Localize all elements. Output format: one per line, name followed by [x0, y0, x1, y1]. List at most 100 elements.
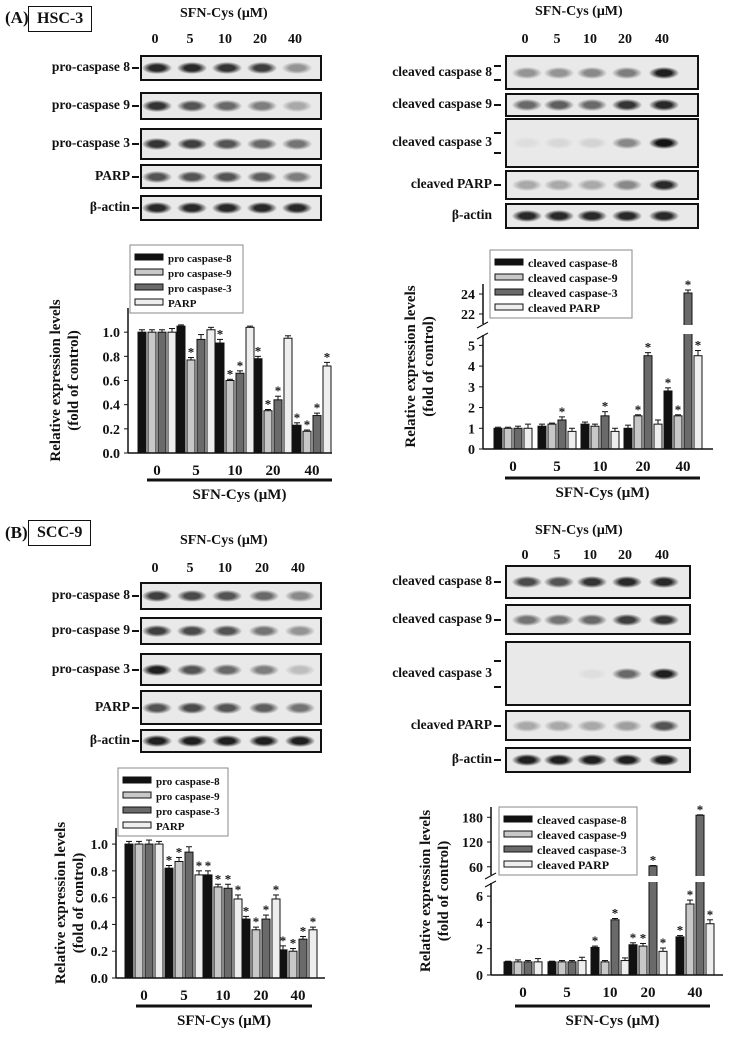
- x-tick-label: 40: [676, 459, 691, 475]
- blot-band: [512, 137, 542, 149]
- bar: [695, 814, 705, 976]
- lane-label: 10: [583, 548, 597, 563]
- bar: [503, 961, 513, 976]
- bar: [164, 867, 174, 979]
- bar: [312, 415, 322, 454]
- y-tick-label: 0.6: [91, 892, 109, 907]
- blot-band: [247, 138, 277, 150]
- blot-strip: [140, 653, 322, 686]
- bar: [513, 427, 523, 450]
- blot-row-label: cleaved caspase 8: [392, 573, 492, 588]
- x-tick-label: 10: [593, 459, 608, 475]
- blot-band: [249, 590, 279, 602]
- significance-star: *: [677, 923, 684, 938]
- blot-band: [649, 66, 679, 79]
- blot-band: [512, 667, 542, 680]
- bar: [302, 430, 312, 454]
- bar: [245, 326, 255, 454]
- bar: [215, 342, 225, 454]
- bar: [194, 874, 204, 979]
- significance-star: *: [217, 326, 224, 341]
- bar: [176, 325, 186, 454]
- significance-star: *: [660, 935, 667, 950]
- bar: [184, 851, 194, 979]
- bar: [167, 331, 177, 454]
- legend-swatch: [503, 830, 533, 838]
- marker-dash: [494, 724, 501, 727]
- blot-band: [544, 719, 574, 732]
- significance-star: *: [695, 338, 702, 353]
- legend-label: PARP: [168, 298, 197, 310]
- blot-band: [249, 701, 279, 714]
- lane-label: 5: [186, 32, 194, 47]
- legend-label: pro caspase-8: [168, 253, 232, 265]
- blot-band: [212, 701, 242, 714]
- y-tick-label: 0.0: [91, 972, 109, 987]
- y-axis-label: Relative expression levels: [48, 299, 64, 461]
- blot-strip: [140, 164, 322, 189]
- blot-band: [285, 625, 315, 637]
- bar: [223, 887, 233, 979]
- blot-band: [142, 625, 172, 637]
- blot-row-label: pro-caspase 9: [51, 622, 130, 637]
- blot-strip: [505, 55, 699, 90]
- blot-band: [177, 663, 207, 676]
- bar: [263, 410, 273, 454]
- y-tick-label: 0.4: [103, 399, 121, 414]
- x-tick-label: 40: [291, 988, 306, 1004]
- axis-break-mark: [484, 872, 497, 880]
- bar: [134, 843, 144, 979]
- x-tick-label: 40: [305, 463, 320, 479]
- blot-band: [612, 179, 642, 191]
- blot-band: [249, 663, 279, 676]
- legend-swatch: [134, 298, 164, 306]
- blot-band: [577, 179, 607, 191]
- axis-break-mark: [476, 321, 489, 329]
- blot-band: [285, 590, 315, 602]
- significance-star: *: [290, 936, 297, 951]
- bar: [600, 415, 610, 450]
- blot-strip: [505, 203, 699, 229]
- y-tick-label: 180: [462, 811, 483, 826]
- bar: [638, 945, 648, 976]
- bar: [124, 843, 134, 979]
- lane-label: 10: [218, 32, 232, 47]
- blot-band: [512, 754, 542, 766]
- bar: [653, 423, 663, 450]
- bar: [251, 929, 261, 979]
- bar: [648, 865, 658, 976]
- bar: [633, 415, 643, 450]
- marker-dash: [132, 143, 139, 145]
- bar: [523, 427, 533, 450]
- blot-band: [512, 179, 542, 191]
- bar: [322, 365, 332, 454]
- bar: [213, 886, 223, 979]
- blot-row-label: cleaved caspase 3: [392, 134, 492, 149]
- bar: [292, 424, 302, 454]
- bar: [157, 331, 167, 454]
- axis-break-gap: [477, 325, 715, 334]
- significance-star: *: [665, 375, 672, 390]
- blot-band: [612, 667, 642, 680]
- marker-dash: [494, 618, 501, 621]
- blot-band: [612, 576, 642, 588]
- marker-dash: [494, 104, 501, 106]
- blot-band: [649, 613, 679, 626]
- blot-row-label: cleaved PARP: [410, 716, 492, 732]
- lane-label: 40: [655, 548, 669, 563]
- x-axis-label: SFN-Cys (μM): [193, 487, 287, 503]
- cell-line-label: SCC-9: [28, 520, 92, 546]
- y-tick-label: 5: [468, 339, 475, 354]
- legend-label: pro caspase-8: [156, 776, 220, 788]
- bar: [673, 415, 683, 450]
- significance-star: *: [559, 404, 566, 419]
- significance-star: *: [166, 853, 173, 868]
- blot-band: [577, 719, 607, 732]
- marker-dash: [494, 581, 501, 583]
- bar: [235, 372, 245, 454]
- marker-dash: [494, 78, 501, 81]
- x-tick-label: 10: [228, 463, 243, 479]
- blot-row-label: cleaved caspase 8: [392, 63, 492, 79]
- blot-strip: [140, 55, 322, 81]
- blot-band: [577, 66, 607, 79]
